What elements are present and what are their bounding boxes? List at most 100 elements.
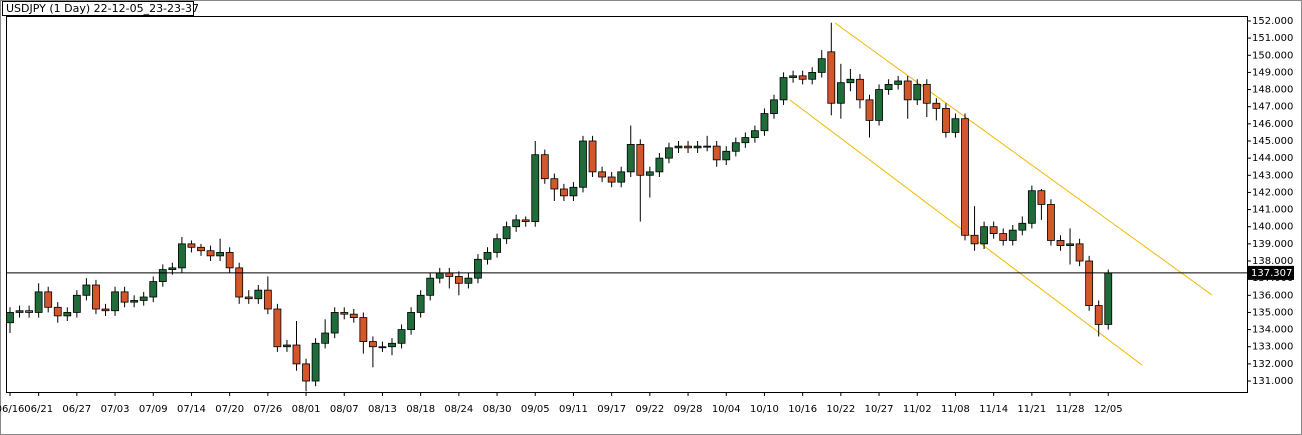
candle-body [894,80,903,85]
x-tick-label: 09/17 [597,404,626,415]
candle-body [760,113,769,132]
candle-body [875,89,883,121]
y-tick-label: 140.000 [1252,222,1293,233]
candle-body [34,291,43,313]
candle-body [1104,272,1113,325]
candle-body [817,58,826,73]
candle-body [598,171,606,178]
candle-body [216,252,225,257]
candle-body [1008,229,1017,241]
candle-body [980,226,988,245]
y-tick-label: 143.000 [1252,170,1293,181]
x-tick-label: 12/05 [1094,404,1123,415]
candle-body [397,329,406,344]
candle-body [741,137,750,144]
x-tick-label: 10/04 [712,404,741,415]
candle-body [521,219,530,222]
candle-body [798,75,807,80]
candle-body [531,154,540,222]
candle-body [1066,243,1074,246]
candle-body [865,99,874,121]
y-tick-label: 152.000 [1252,16,1293,27]
candle-body [703,145,712,148]
candle-body [82,284,91,296]
plot-frame [6,16,1248,393]
candle-body [474,258,482,279]
candle-body [254,289,263,300]
candle-body [751,130,759,138]
candle-body [63,312,72,317]
candle-body [846,78,855,84]
y-tick-label: 142.000 [1252,187,1293,198]
candle-body [244,296,253,300]
candle-body [311,342,320,382]
y-tick-label: 131.000 [1252,376,1293,387]
y-tick-label: 148.000 [1252,85,1293,96]
price-label: 137.307 [1251,268,1292,279]
candle-body [321,332,330,344]
candle-body [378,346,387,349]
candle-body [636,144,645,176]
candle-body [836,82,845,104]
candle-body [483,252,492,260]
candle-body [454,276,463,284]
candle-body [225,252,234,269]
candle-body [779,77,788,101]
candle-body [903,80,912,101]
x-tick-label: 06/27 [62,404,91,415]
x-tick-label: 07/03 [101,404,130,415]
y-tick-label: 149.000 [1252,67,1293,78]
candle-body [999,233,1008,241]
y-tick-label: 145.000 [1252,136,1293,147]
y-tick-label: 151.000 [1252,33,1293,44]
candle-body [139,296,148,301]
x-tick-label: 11/28 [1056,404,1085,415]
x-tick-label: 08/30 [483,404,512,415]
candle-body [368,341,377,348]
candle-body [684,145,692,149]
x-tick-label: 11/02 [903,404,932,415]
candle-body [283,344,291,348]
candle-body [951,118,960,133]
y-tick-label: 135.000 [1252,307,1293,318]
x-tick-label: 09/05 [521,404,550,415]
y-tick-label: 141.000 [1252,205,1293,216]
x-tick-label: 10/16 [788,404,817,415]
candle-body [569,186,578,197]
candle-body [359,317,368,342]
y-tick-label: 150.000 [1252,50,1293,61]
x-tick-label: 11/08 [941,404,970,415]
candle-body [731,142,740,152]
x-tick-label: 10/22 [826,404,855,415]
candle-body [6,312,14,324]
x-tick-label: 07/14 [177,404,206,415]
candle-body [579,140,587,188]
price-tag [1248,265,1294,280]
candle-body [349,313,358,318]
candle-body [158,269,167,282]
y-tick-label: 138.000 [1252,256,1293,267]
candle-body [101,308,110,312]
candle-body [665,147,673,159]
candle-body [884,84,893,90]
candle-body [273,308,282,348]
y-tick-label: 133.000 [1252,342,1293,353]
candle-body [617,171,626,183]
candle-body [770,99,778,114]
candle-body [1056,240,1065,246]
y-tick-label: 134.000 [1252,325,1293,336]
candle-body [913,84,922,101]
candle-body [445,272,454,277]
candle-body [44,291,53,308]
candle-body [407,312,416,330]
candle-body [187,243,196,248]
candle-body [961,118,969,236]
candle-body [1094,305,1103,325]
x-tick-label: 08/24 [444,404,473,415]
candle-body [1018,222,1027,231]
candle-body [53,306,62,317]
channel-upper [834,22,1213,296]
x-tick-label: 09/11 [559,404,588,415]
